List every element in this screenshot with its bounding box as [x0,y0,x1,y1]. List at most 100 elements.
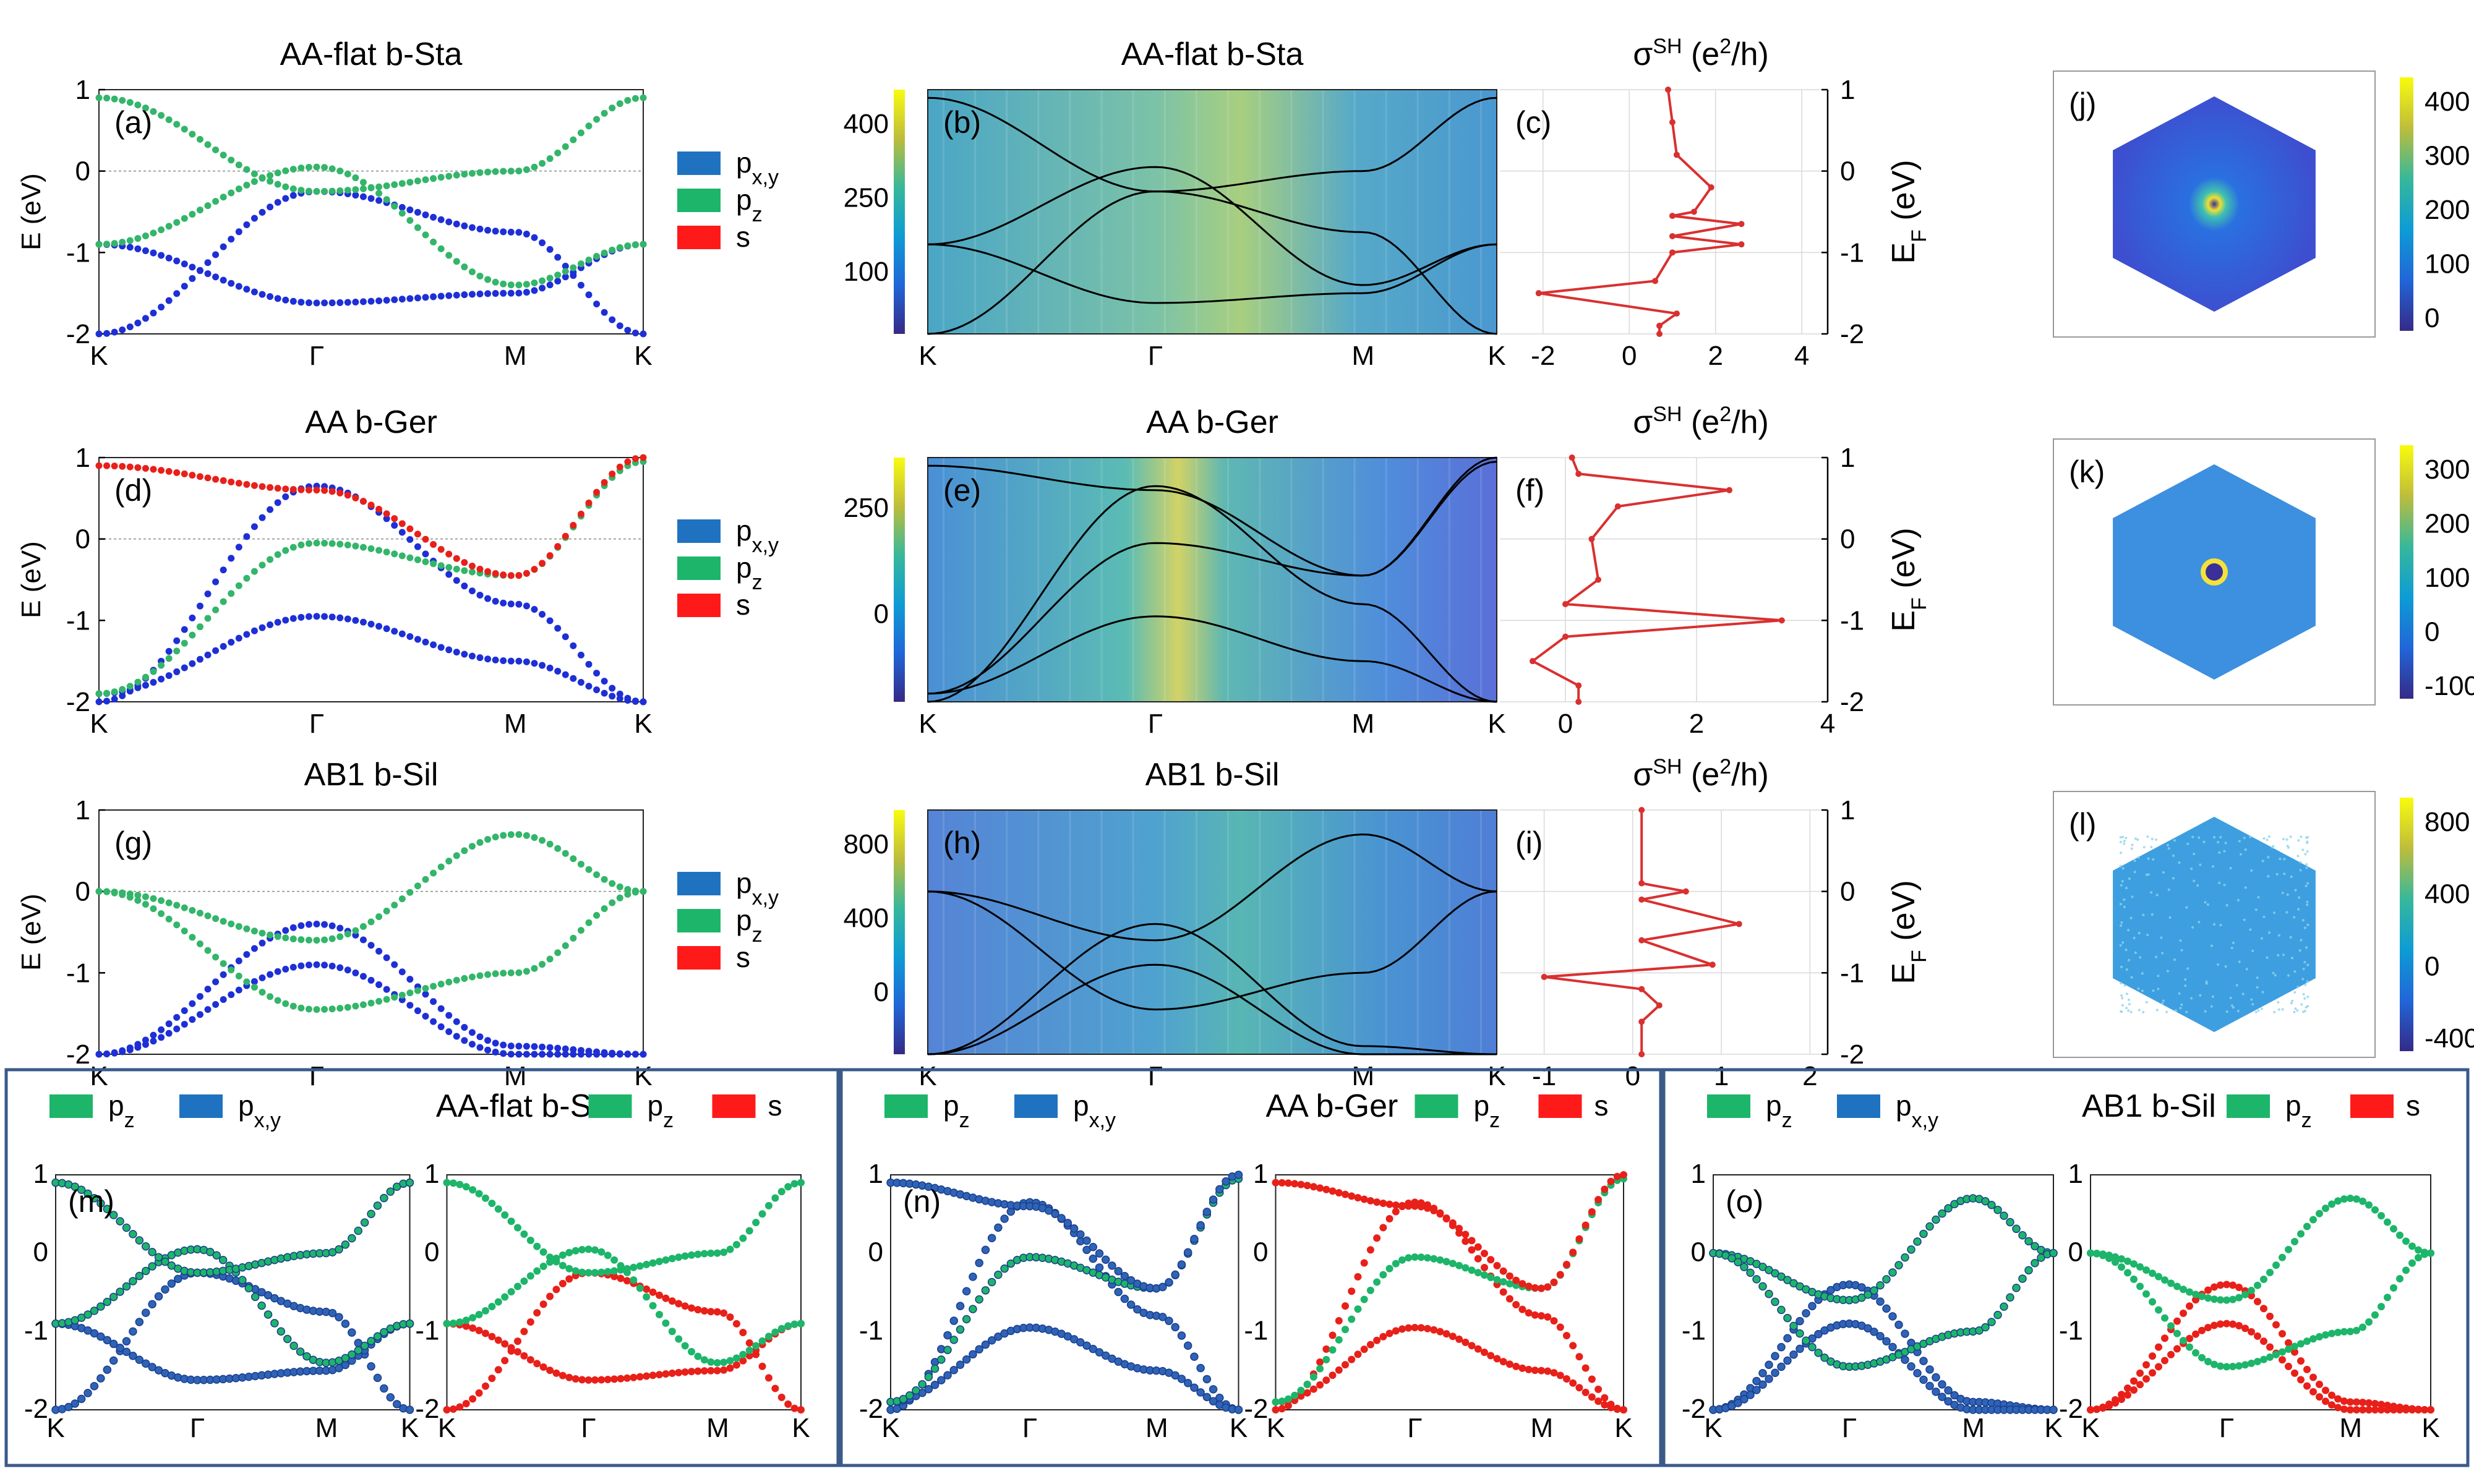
band-point [158,662,165,669]
band-point [406,179,414,186]
band-point [259,174,266,181]
band-point [406,525,414,532]
hotspot-dot [2172,877,2175,880]
band-point [507,1051,515,1058]
band-point [523,968,530,975]
hotspot-dot [2210,1005,2213,1008]
band-point [1876,1297,1885,1306]
band-point [235,544,242,551]
band-point [2149,1369,2156,1377]
band-point [1789,1350,1798,1359]
hotspot-dot [2178,992,2181,995]
band-point [220,918,227,925]
sh-point [1664,87,1671,93]
band-point [2384,1294,2391,1302]
band-point [2186,1288,2193,1296]
band-point [969,1305,977,1313]
band-point [405,1178,414,1187]
band-point [1398,1325,1406,1333]
band-point [616,1051,623,1058]
band-point [109,1292,118,1302]
band-point [562,532,569,540]
band-point [630,1276,638,1284]
band-point [103,1051,111,1058]
hotspot-dot [2123,840,2126,843]
band-point [1196,1363,1205,1373]
hotspot-dot [2249,928,2252,931]
band-point [297,962,305,970]
band-point [1505,1295,1513,1303]
band-point [282,927,289,934]
band-point [2241,1324,2249,1333]
band-point [492,1039,499,1047]
band-point [2093,1405,2100,1414]
band-point [1468,1266,1476,1274]
band-point [899,1394,908,1404]
band-point [1481,1349,1488,1357]
plot-frame [890,1174,1239,1410]
band-point [1202,1392,1212,1402]
band-point [148,1300,156,1308]
band-point [539,1051,546,1058]
band-point [375,190,383,197]
band-point [585,919,593,926]
colorbar-tick: 100 [2425,563,2470,593]
hotspot-dot [2245,968,2248,971]
band-point [2000,1302,2008,1311]
legend-label-s: s [2406,1090,2420,1122]
band-point [2161,1276,2168,1284]
band-point [507,657,515,665]
band-point [2421,1406,2428,1414]
band-point [700,1367,708,1375]
band-point [1944,1204,1953,1213]
band-point [313,961,320,968]
legend-label-pz: pz [736,184,763,226]
band-point [282,195,289,202]
band-point [267,293,274,301]
hotspot-dot [2193,852,2196,855]
berry-curvature-map [928,810,1497,1054]
band-point [494,1336,502,1344]
band-point [994,1223,1003,1232]
band-point [391,550,398,558]
band-point [154,1292,163,1301]
hotspot-dot [2174,1009,2177,1012]
band-point [662,1319,670,1327]
colorbar-tick: -100 [2425,671,2474,701]
band-point [453,171,460,179]
band-point [949,1365,959,1375]
band-point [1771,1368,1779,1377]
hotspot-dot [2267,835,2271,838]
band-point [533,1360,541,1368]
legend-swatch-pz [677,909,721,932]
hotspot-dot [2306,842,2309,845]
band-point [1601,1401,1609,1409]
panel-title: AB1 b-Sil [304,757,439,793]
band-point [546,617,554,625]
band-point [96,1374,105,1383]
band-point [119,891,126,898]
colorbar [894,90,905,334]
y-tick-label: -1 [1682,1315,1706,1345]
band-point [90,1381,99,1391]
hotspot-dot [2204,1010,2207,1013]
band-point [189,631,196,639]
band-point [507,1344,515,1352]
band-point [196,602,203,610]
band-point [1882,1275,1891,1284]
band-point [515,657,523,665]
band-point [1379,1271,1387,1279]
band-point [1417,1203,1425,1211]
band-point [1342,1326,1349,1334]
band-point [707,1308,715,1316]
band-point [2328,1329,2335,1337]
band-series-pz [95,163,647,289]
panel-title: AB1 b-Sil [1145,757,1280,793]
band-point [392,1400,401,1409]
band-point [2359,1399,2366,1407]
band-point [352,174,359,182]
band-point [321,164,328,171]
band-point [2142,1375,2150,1383]
y-tick-label: 0 [33,1237,48,1268]
y-tick-label: 1 [75,75,90,105]
